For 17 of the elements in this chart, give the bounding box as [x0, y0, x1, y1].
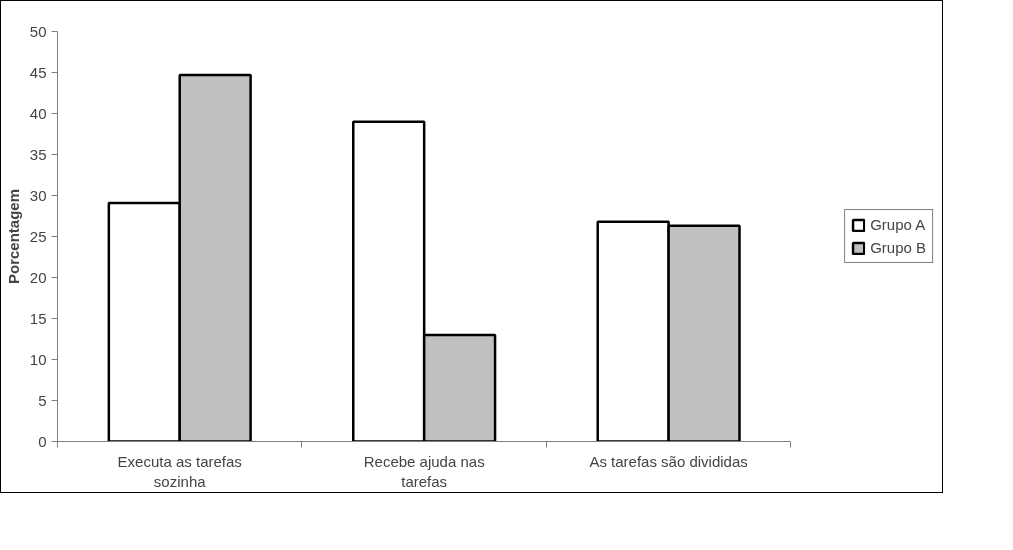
- y-tick-label: 10: [29, 350, 47, 368]
- y-tick-label: 45: [29, 63, 47, 81]
- y-tick-label: 5: [38, 391, 47, 409]
- legend-label: Grupo A: [870, 216, 926, 233]
- y-tick-label: 25: [29, 227, 47, 245]
- x-tick-label: As tarefas são divididas: [589, 452, 748, 470]
- y-tick-label: 50: [29, 22, 47, 40]
- y-tick-label: 15: [29, 309, 47, 327]
- y-tick-label: 20: [29, 268, 47, 286]
- y-tick-label: 35: [29, 145, 47, 163]
- legend-label: Grupo B: [870, 239, 926, 256]
- y-axis-title: Porcentagem: [4, 188, 22, 285]
- y-tick-label: 0: [38, 432, 47, 450]
- y-tick-label: 30: [29, 186, 47, 204]
- x-tick-label: Recebe ajuda nas tarefas: [363, 452, 485, 490]
- x-tick-label: Executa as tarefas sozinha: [117, 452, 242, 490]
- y-tick-label: 40: [29, 104, 47, 122]
